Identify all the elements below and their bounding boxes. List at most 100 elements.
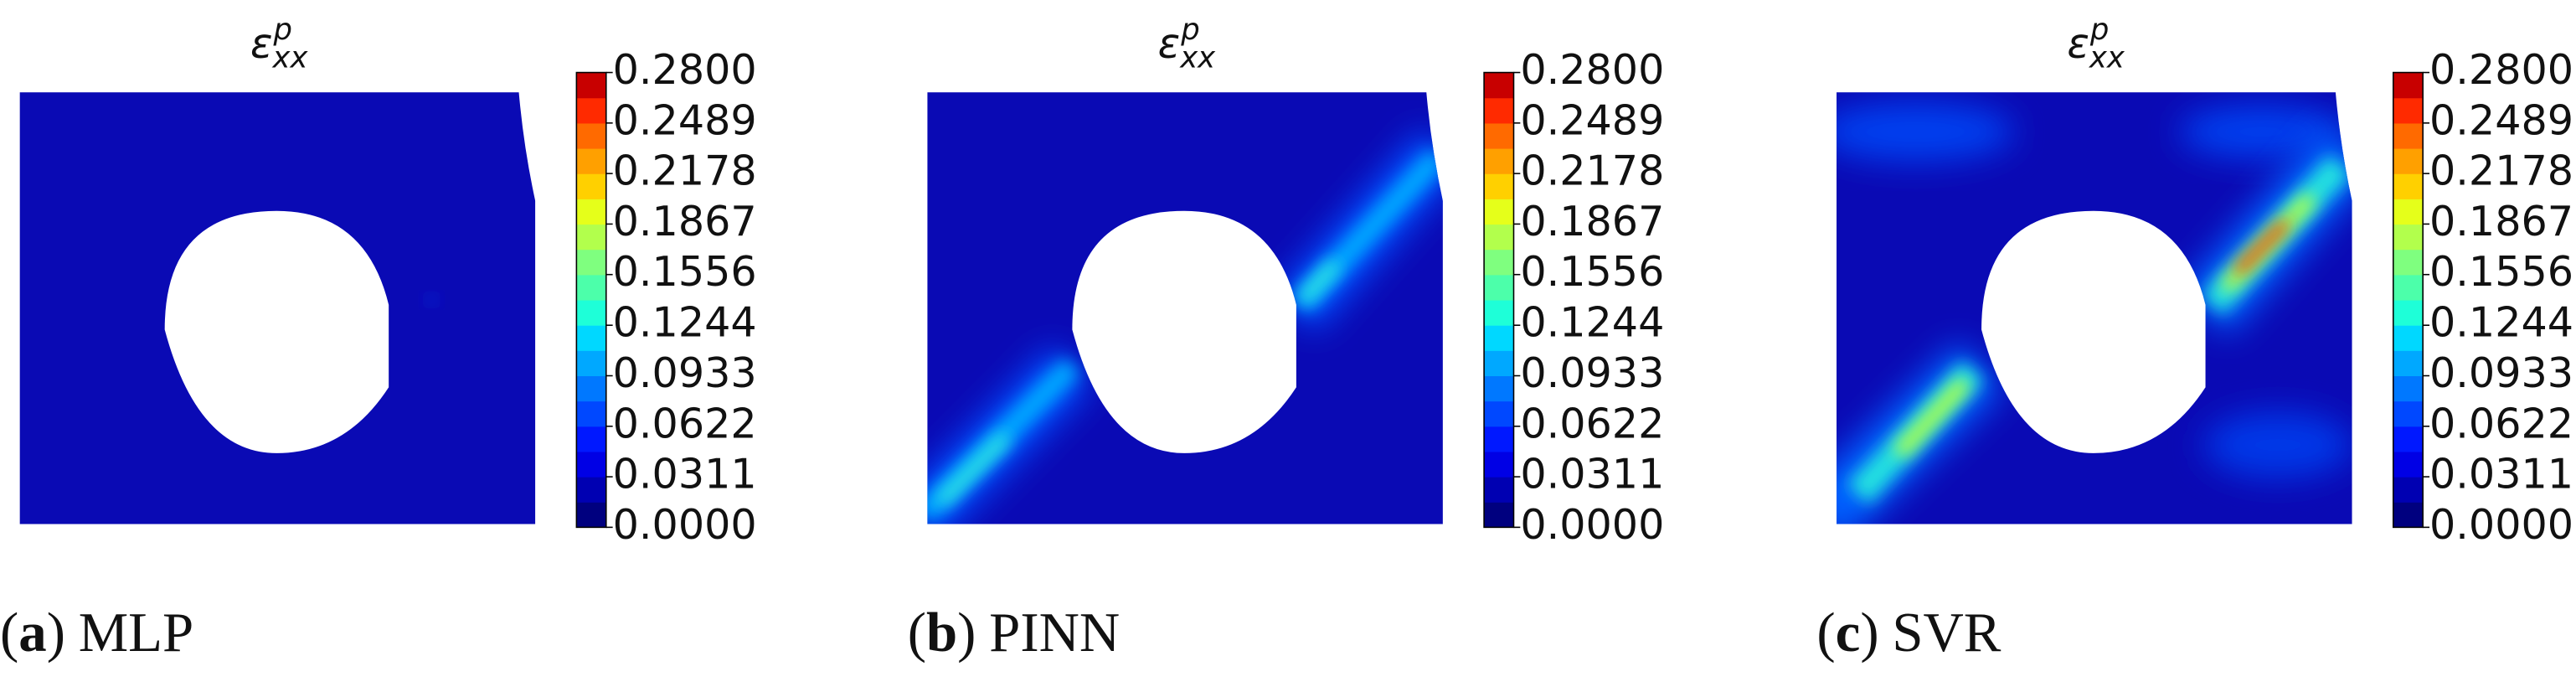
colorbar-band (1484, 477, 1514, 503)
panel-caption: (a) MLP (0, 602, 193, 664)
panel: 0.00000.03110.06220.09330.12440.15560.18… (0, 13, 757, 664)
colorbar-band (1484, 72, 1514, 99)
colorbar-band (1484, 122, 1514, 149)
colorbar-band (2393, 502, 2424, 528)
caption-letter: c (1836, 602, 1861, 664)
colorbar-band (576, 451, 606, 478)
colorbar-band (2393, 350, 2424, 377)
caption-close: ) (1860, 602, 1878, 664)
colorbar-band (1484, 173, 1514, 199)
colorbar-band (576, 350, 606, 377)
caption-open: ( (1816, 602, 1835, 664)
colorbar-band (576, 426, 606, 452)
title-symbol: ε (250, 19, 273, 68)
colorbar-tick-label: 0.1244 (2429, 298, 2573, 347)
caption-letter: a (18, 602, 46, 664)
caption-close: ) (957, 602, 976, 664)
colorbar-tick-label: 0.0622 (2429, 399, 2573, 447)
colorbar-tick-label: 0.0622 (613, 399, 757, 447)
colorbar-band (1484, 148, 1514, 174)
colorbar-tick-label: 0.0000 (613, 500, 757, 549)
colorbar-band (2393, 400, 2424, 427)
colorbar-band (576, 249, 606, 276)
colorbar-band (2393, 477, 2424, 503)
colorbar-band (576, 325, 606, 351)
colorbar-band (576, 97, 606, 124)
panel-title: εxx (1158, 19, 1217, 75)
colorbar-band (1484, 426, 1514, 452)
panel-title: εxx (250, 19, 309, 75)
colorbar-band (2393, 122, 2424, 149)
caption-text: MLP (79, 602, 193, 664)
caption-close: ) (47, 602, 65, 664)
colorbar-tick-label: 0.0311 (613, 450, 757, 498)
colorbar-tick-label: 0.2800 (2429, 45, 2573, 94)
colorbar-tick-label: 0.1244 (1520, 298, 1664, 347)
colorbar-band (1484, 350, 1514, 377)
colorbar-tick-label: 0.1867 (2429, 197, 2573, 245)
colorbar-frame (575, 71, 607, 529)
colorbar-tick-label: 0.1556 (1520, 247, 1664, 296)
colorbar-tick-label: 0.1244 (613, 298, 757, 347)
panel-caption: (b) PINN (908, 602, 1120, 664)
colorbar-band (576, 299, 606, 326)
colorbar-band (576, 122, 606, 149)
field (1836, 92, 2352, 524)
colorbar-band (1484, 274, 1514, 301)
colorbar-tick-label: 0.2178 (613, 147, 757, 195)
colorbar-tick-label: 0.0933 (613, 349, 757, 397)
colorbar-band (2393, 148, 2424, 174)
colorbar-band (2393, 97, 2424, 124)
colorbar-tick-label: 0.0000 (1520, 500, 1664, 549)
colorbar-band (2393, 325, 2424, 351)
colorbar-tick-label: 0.0933 (1520, 349, 1664, 397)
field (19, 92, 536, 524)
colorbar-band (2393, 274, 2424, 301)
title-subscript: xx (2089, 41, 2125, 75)
panel-caption: (c) SVR (1816, 602, 2001, 664)
colorbar-band (576, 502, 606, 528)
caption-text: SVR (1892, 602, 2001, 664)
colorbar-tick-label: 0.2489 (2429, 96, 2573, 144)
colorbar-band (2393, 224, 2424, 251)
colorbar-band (2393, 375, 2424, 402)
colorbar-tick-label: 0.2800 (613, 45, 757, 94)
colorbar-band (2393, 426, 2424, 452)
colorbar-band (576, 477, 606, 503)
colorbar-band (1484, 97, 1514, 124)
colorbar-tick-label: 0.2178 (1520, 147, 1664, 195)
title-subscript: xx (1179, 41, 1216, 75)
panels: 0.00000.03110.06220.09330.12440.15560.18… (0, 13, 2573, 664)
colorbar-band (1484, 199, 1514, 225)
title-superscript: p (2089, 13, 2109, 47)
colorbar-tick-label: 0.0933 (2429, 349, 2573, 397)
colorbar-frame (2392, 71, 2424, 529)
colorbar-band (576, 224, 606, 251)
colorbar-band (1484, 299, 1514, 326)
colorbar-band (576, 148, 606, 174)
colorbar-tick-label: 0.2489 (1520, 96, 1664, 144)
colorbar-tick-label: 0.2178 (2429, 147, 2573, 195)
colorbar-tick-label: 0.0000 (2429, 500, 2573, 549)
colorbar-tick-label: 0.2800 (1520, 45, 1664, 94)
colorbar-band (2393, 173, 2424, 199)
colorbar-band (1484, 451, 1514, 478)
colorbar-band (1484, 325, 1514, 351)
caption-text: PINN (989, 602, 1120, 664)
colorbar-band (1484, 249, 1514, 276)
panel: 0.00000.03110.06220.09330.12440.15560.18… (1816, 13, 2573, 664)
colorbar-tick-label: 0.2489 (613, 96, 757, 144)
caption-letter: b (926, 602, 957, 664)
title-superscript: p (272, 13, 291, 47)
colorbar-band (576, 274, 606, 301)
title-symbol: ε (1158, 19, 1181, 68)
colorbar-tick-label: 0.0311 (1520, 450, 1664, 498)
panel-title: εxx (2067, 19, 2125, 75)
colorbar-tick-label: 0.1556 (2429, 247, 2573, 296)
colorbar-band (2393, 249, 2424, 276)
colorbar-band (576, 375, 606, 402)
colorbar-band (576, 400, 606, 427)
title-superscript: p (1180, 13, 1199, 47)
colorbar-band (2393, 451, 2424, 478)
